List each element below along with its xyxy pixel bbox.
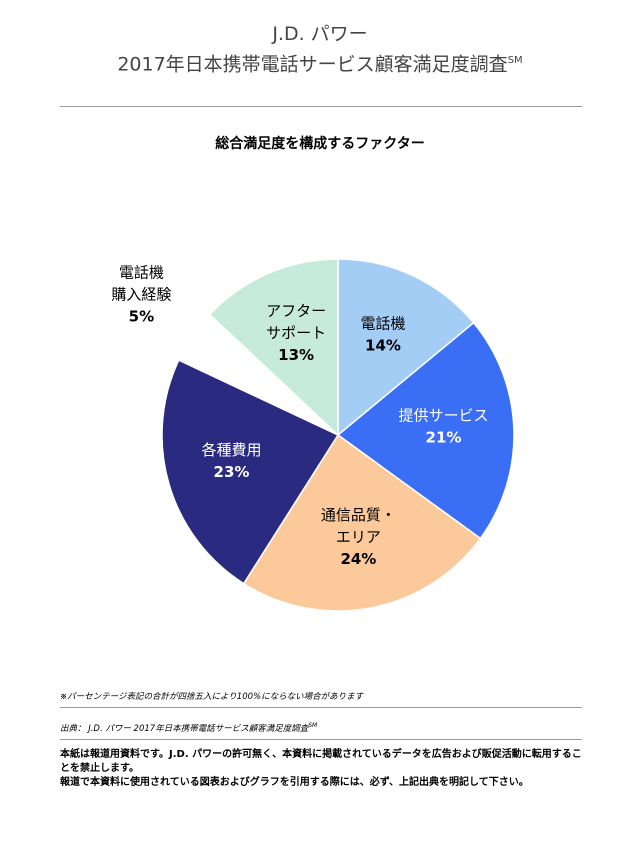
pie-slice-2: [336, 321, 515, 540]
pie-slice-1: [337, 258, 475, 437]
source-text: 出典： J.D. パワー 2017年日本携帯電話サービス顧客満足度調査: [60, 724, 309, 734]
report-title-text: 2017年日本携帯電話サービス顧客満足度調査: [117, 53, 508, 76]
source-service-mark: SM: [308, 722, 318, 730]
slice-label-6-line-2: サポート: [266, 324, 326, 342]
rounding-note: ※パーセンテージ表記の合計が四捨五入により100%にならない場合があります: [60, 692, 364, 702]
pie-slice-3: [242, 433, 482, 612]
brand-name: J.D. パワー: [272, 23, 368, 45]
slice-label-6-line-1: アフター: [266, 302, 326, 320]
chart-title: 総合満足度を構成するファクター: [215, 136, 425, 152]
pie-slice-4: [161, 359, 340, 585]
slice-value-1: 14%: [365, 337, 401, 355]
disclaimer-line-1: 本紙は報道用資料です。J.D. パワーの許可無く、本資料に掲載されているデータを…: [60, 749, 582, 774]
slice-value-6: 13%: [278, 346, 314, 364]
slice-label-5-line-2: 購入経験: [111, 286, 171, 304]
disclaimer: 本紙は報道用資料です。J.D. パワーの許可無く、本資料に掲載されているデータを…: [60, 748, 582, 790]
pie-chart: 電話機14%提供サービス21%通信品質・エリア24%各種費用23%電話機購入経験…: [111, 258, 515, 612]
slice-label-2: 提供サービス: [398, 407, 488, 425]
source-divider: [60, 739, 582, 740]
slice-value-5: 5%: [129, 308, 154, 326]
slice-label-5-line-1: 電話機: [119, 264, 164, 282]
report-title: 2017年日本携帯電話サービス顧客満足度調査SM: [0, 48, 640, 77]
slice-value-3: 24%: [340, 550, 376, 568]
slice-label-3-line-1: 通信品質・: [321, 506, 396, 524]
report-header: J.D. パワー 2017年日本携帯電話サービス顧客満足度調査SM: [0, 22, 640, 77]
slice-value-2: 21%: [426, 429, 462, 447]
pie-slice-6: [208, 258, 339, 437]
slice-label-4: 各種費用: [201, 441, 261, 459]
header-divider: [60, 106, 582, 107]
slice-label-3-line-2: エリア: [336, 528, 381, 546]
slice-value-4: 23%: [214, 463, 250, 481]
disclaimer-line-2: 報道で本資料に使用されている図表およびグラフを引用する際には、必ず、上記出典を明…: [60, 777, 529, 788]
note-divider: [60, 707, 582, 708]
slice-label-1: 電話機: [360, 315, 405, 333]
service-mark: SM: [507, 55, 523, 66]
source-note: 出典： J.D. パワー 2017年日本携帯電話サービス顧客満足度調査SM: [60, 722, 317, 734]
